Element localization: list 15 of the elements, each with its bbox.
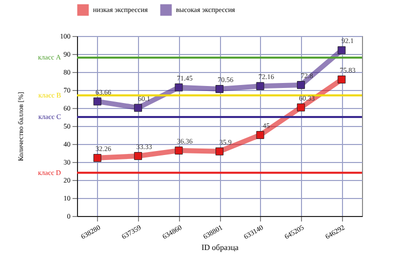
point bbox=[174, 83, 183, 92]
point bbox=[296, 103, 305, 112]
point bbox=[216, 85, 224, 93]
point bbox=[256, 131, 264, 139]
point bbox=[134, 152, 142, 160]
point bbox=[256, 82, 264, 90]
point bbox=[338, 46, 346, 54]
point bbox=[134, 104, 142, 112]
x-axis-title: ID образца bbox=[201, 243, 239, 252]
point bbox=[296, 81, 305, 89]
point bbox=[93, 154, 102, 162]
point bbox=[216, 147, 224, 156]
point bbox=[93, 97, 102, 106]
point bbox=[174, 146, 183, 155]
point bbox=[338, 76, 346, 84]
